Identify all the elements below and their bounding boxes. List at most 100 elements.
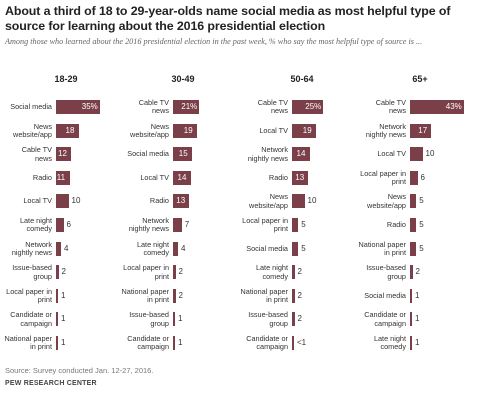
bar (292, 312, 295, 327)
category-label: Local TV (259, 125, 288, 135)
bar (292, 265, 295, 280)
value-label: 10 (71, 196, 81, 206)
bar (410, 218, 417, 232)
category-label: Local paper in print (242, 216, 288, 234)
panel-3: 65+ Cable TV news 43% Network nightly news 1… (358, 74, 474, 359)
value-label: 13 (295, 172, 305, 182)
bar (292, 194, 305, 209)
footnote: Source: Survey conducted Jan. 12-27, 201… (5, 366, 154, 375)
panel-0: 18-29 Social media 35% News website/app 18 Ca… (4, 74, 120, 359)
bar (173, 241, 178, 256)
value-label: 2 (415, 267, 420, 277)
bar (292, 147, 310, 162)
category-label: News website/app (249, 192, 288, 210)
value-label: 35% (81, 102, 98, 111)
value-label: 1 (61, 314, 66, 324)
bar (173, 170, 191, 185)
bar (56, 336, 58, 350)
category-label: Late night comedy (19, 216, 52, 234)
category-label: Issue-based group (366, 263, 406, 281)
category-label: Candidate or campaign (10, 310, 52, 328)
category-label: Radio (386, 220, 406, 229)
panel-2: 50-64 Cable TV news 25% Local TV 19 Network n… (240, 74, 356, 359)
value-label: 43% (445, 102, 462, 111)
value-label: 2 (297, 267, 302, 277)
bar (292, 288, 295, 303)
bar (56, 194, 69, 209)
bar (410, 147, 423, 162)
category-label: Issue-based group (248, 310, 288, 328)
value-label: 5 (419, 196, 424, 206)
bar (410, 100, 464, 114)
bar (410, 194, 417, 209)
value-label: 1 (415, 314, 420, 324)
value-label: 1 (415, 290, 420, 300)
category-label: Network nightly news (365, 121, 406, 139)
category-label: Local TV (23, 196, 52, 206)
category-label: Candidate or campaign (127, 334, 169, 352)
bar (410, 312, 412, 327)
category-label: National paper in print (4, 334, 52, 352)
category-label: Network nightly news (247, 145, 288, 163)
category-label: Social media (364, 290, 406, 300)
bar (56, 123, 79, 138)
bar (292, 218, 299, 232)
category-label: Social media (10, 102, 52, 111)
category-label: Late night comedy (136, 239, 169, 257)
bar (56, 265, 59, 280)
category-label: Local paper in print (6, 286, 52, 305)
category-label: Cable TV news (257, 98, 288, 116)
value-label: 1 (61, 338, 66, 347)
value-label: 19 (302, 125, 312, 135)
value-label: 14 (296, 149, 306, 159)
category-label: Radio (268, 172, 288, 182)
bar (173, 336, 175, 350)
value-label: 19 (183, 125, 193, 135)
value-label: 21% (181, 102, 198, 111)
value-label: 2 (61, 267, 66, 277)
value-label: 10 (425, 149, 435, 159)
category-label: Late night comedy (255, 263, 288, 281)
bar (292, 241, 299, 256)
value-label: 2 (178, 267, 183, 277)
bar (173, 123, 197, 138)
value-label: 14 (177, 172, 187, 182)
category-label: Issue-based group (12, 263, 52, 281)
category-label: Network nightly news (128, 216, 169, 234)
bar (410, 265, 413, 280)
value-label: 5 (419, 220, 424, 229)
bar (292, 170, 309, 185)
bar (173, 194, 190, 209)
value-label: 4 (64, 243, 69, 253)
bar (173, 147, 192, 162)
panel-header: 18-29 (54, 74, 78, 84)
value-label: 11 (56, 172, 66, 182)
category-label: Candidate or campaign (364, 310, 406, 328)
value-label: 1 (61, 290, 66, 300)
bar (56, 218, 64, 232)
bar (410, 288, 412, 303)
bar (56, 147, 71, 162)
bar (56, 241, 61, 256)
value-label: 2 (297, 290, 302, 300)
value-label: 6 (420, 172, 425, 182)
panel-header: 30-49 (171, 74, 195, 84)
category-label: Cable TV news (138, 98, 169, 116)
value-label: 18 (65, 125, 75, 135)
panel-header: 50-64 (290, 74, 314, 84)
bar (410, 123, 432, 138)
bar (173, 100, 200, 114)
category-label: News website/app (130, 121, 169, 139)
bar (173, 265, 176, 280)
panel-1: 30-49 Cable TV news 21% News website/app 19 S… (121, 74, 237, 359)
value-label: 25% (305, 102, 322, 111)
category-label: Cable TV news (21, 145, 52, 163)
value-label: 13 (176, 196, 186, 206)
value-label: 7 (184, 220, 190, 229)
category-label: National paper in print (358, 239, 406, 257)
value-label: 2 (297, 314, 302, 324)
category-label: Local TV (140, 172, 169, 182)
bar (410, 336, 412, 350)
bar (56, 170, 70, 185)
value-label: 5 (301, 243, 306, 253)
